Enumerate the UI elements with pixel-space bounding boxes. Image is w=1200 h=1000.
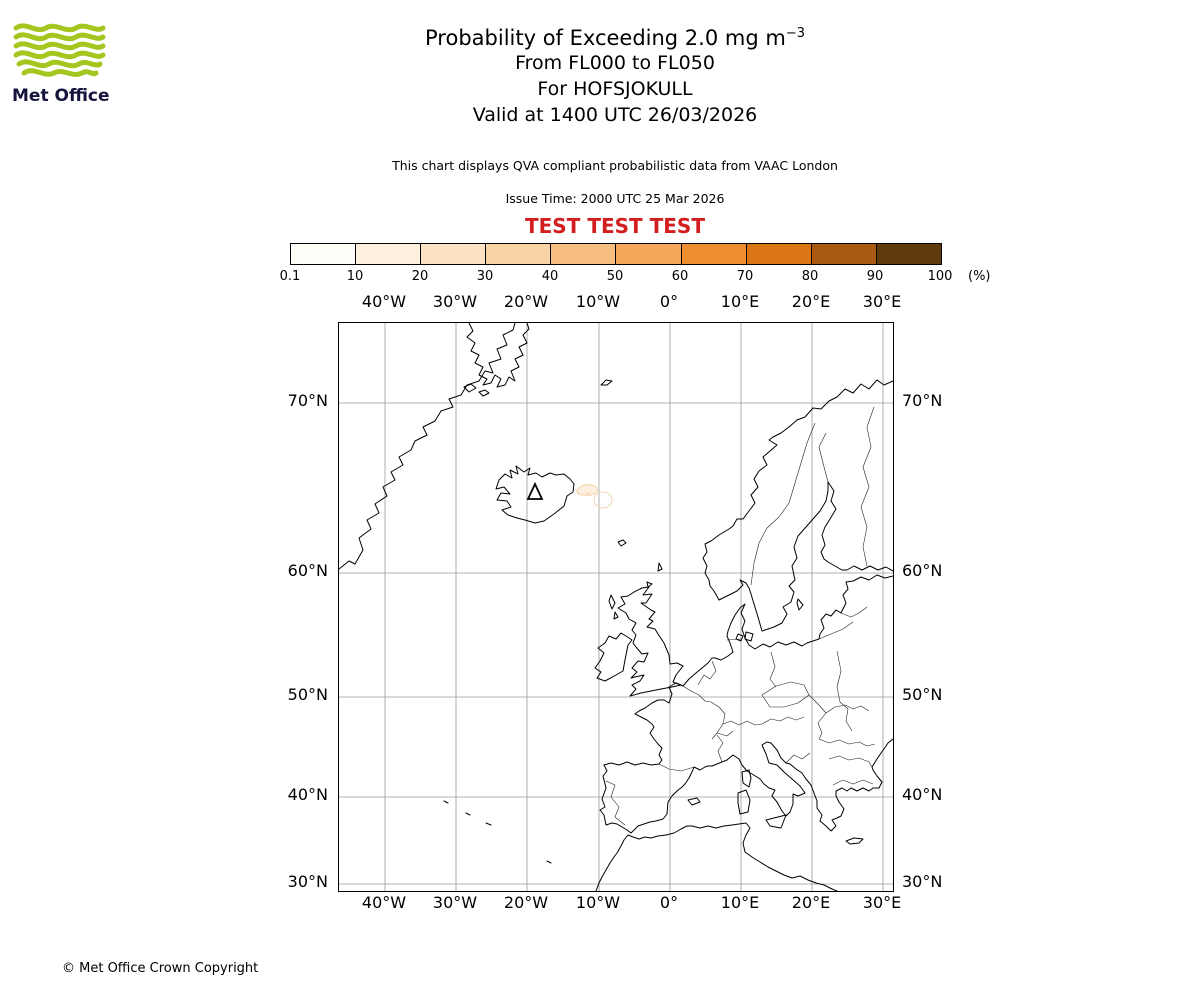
issue-time: Issue Time: 2000 UTC 25 Mar 2026 (505, 191, 725, 206)
jan-mayen (600, 379, 613, 386)
lat-label-right: 60°N (902, 561, 943, 580)
greenland-coast (339, 323, 516, 570)
legend-segment (421, 244, 487, 264)
lon-label-top: 20°E (791, 292, 831, 311)
lon-label-top: 30°E (862, 292, 902, 311)
legend-segment (746, 244, 812, 264)
europe-mainland-coast (599, 574, 893, 834)
legend-segment (681, 244, 747, 264)
subtitle-flight-levels: From FL000 to FL050 (515, 52, 715, 74)
iceland-coast (495, 465, 575, 524)
lon-label-top: 10°W (575, 292, 621, 311)
lat-label-right: 40°N (902, 785, 943, 804)
lon-label-bottom: 20°W (503, 893, 549, 912)
legend-tick-label: 20 (411, 269, 429, 284)
sicily (765, 814, 787, 829)
scandinavia-coast (702, 379, 893, 632)
legend-unit: (%) (968, 269, 991, 284)
legend-segment (486, 244, 552, 264)
coastlines (339, 323, 893, 891)
lat-label-right: 50°N (902, 685, 943, 704)
crete (845, 837, 864, 845)
lon-label-bottom: 40°W (361, 893, 407, 912)
legend-segment (551, 244, 617, 264)
legend-tick-label: 10 (346, 269, 364, 284)
scottish-islands (608, 562, 663, 620)
corsica (741, 769, 752, 788)
atlantic-islands (443, 800, 552, 864)
lon-label-bottom: 0° (659, 893, 679, 912)
legend-tick-label: 100 (927, 269, 953, 284)
lat-label-left: 40°N (287, 785, 328, 804)
copyright-text: © Met Office Crown Copyright (62, 961, 259, 976)
legend-tick-label: 70 (736, 269, 754, 284)
greenland-islands (463, 383, 490, 397)
header-block: Probability of Exceeding 2.0 mg m−3 From… (0, 26, 1200, 128)
gotland (796, 598, 804, 611)
country-borders (605, 406, 876, 826)
qva-description: This chart displays QVA compliant probab… (392, 158, 838, 173)
map-frame (338, 322, 894, 892)
lon-label-top: 30°W (432, 292, 478, 311)
sardinia (737, 789, 751, 815)
lon-label-bottom: 10°W (575, 893, 621, 912)
legend-tick-label: 50 (606, 269, 624, 284)
map-canvas (339, 323, 893, 891)
legend-tick-label: 90 (866, 269, 884, 284)
great-britain-coast (617, 586, 684, 697)
lon-label-top: 10°E (720, 292, 760, 311)
legend-tick-label: 40 (541, 269, 559, 284)
lat-label-left: 30°N (287, 872, 328, 891)
lat-label-right: 70°N (902, 391, 943, 410)
lat-label-left: 70°N (287, 391, 328, 410)
legend-tick-label: 80 (801, 269, 819, 284)
lon-label-bottom: 30°E (862, 893, 902, 912)
legend-segment (291, 244, 357, 264)
legend-segment (876, 244, 941, 264)
ireland-coast (594, 632, 633, 682)
title-text: Probability of Exceeding 2.0 mg m (425, 26, 786, 50)
legend-segment (616, 244, 682, 264)
test-banner: TEST TEST TEST (525, 214, 705, 238)
lat-label-left: 60°N (287, 561, 328, 580)
lon-label-top: 40°W (361, 292, 407, 311)
legend-tick-label: 30 (476, 269, 494, 284)
subtitle-volcano: For HOFSJOKULL (537, 78, 693, 100)
legend-tick-label: 0.1 (279, 269, 301, 284)
lon-label-top: 0° (659, 292, 679, 311)
legend-colorbar (290, 243, 942, 265)
greenland-fjords (466, 323, 530, 388)
lon-label-bottom: 20°E (791, 893, 831, 912)
title-superscript: −3 (785, 26, 805, 41)
legend-segment (356, 244, 422, 264)
volcano-marker-icon (526, 481, 544, 500)
lat-label-right: 30°N (902, 872, 943, 891)
legend-tick-label: 60 (671, 269, 689, 284)
north-africa-coast (595, 822, 838, 891)
lon-label-top: 20°W (503, 292, 549, 311)
graticule-lines (339, 323, 893, 891)
lon-label-bottom: 30°W (432, 893, 478, 912)
probability-contours (576, 484, 613, 509)
lon-label-bottom: 10°E (720, 893, 760, 912)
page-title: Probability of Exceeding 2.0 mg m−3 (0, 26, 1200, 50)
met-office-logo: Met Office (12, 22, 112, 106)
mallorca (687, 797, 701, 806)
danish-islands (735, 631, 754, 642)
subtitle-valid-time: Valid at 1400 UTC 26/03/2026 (472, 104, 758, 126)
met-office-waves-icon (13, 23, 106, 77)
legend-segment (811, 244, 877, 264)
lat-label-left: 50°N (287, 685, 328, 704)
faroe-islands (617, 539, 627, 547)
logo-wordmark: Met Office (12, 86, 110, 106)
